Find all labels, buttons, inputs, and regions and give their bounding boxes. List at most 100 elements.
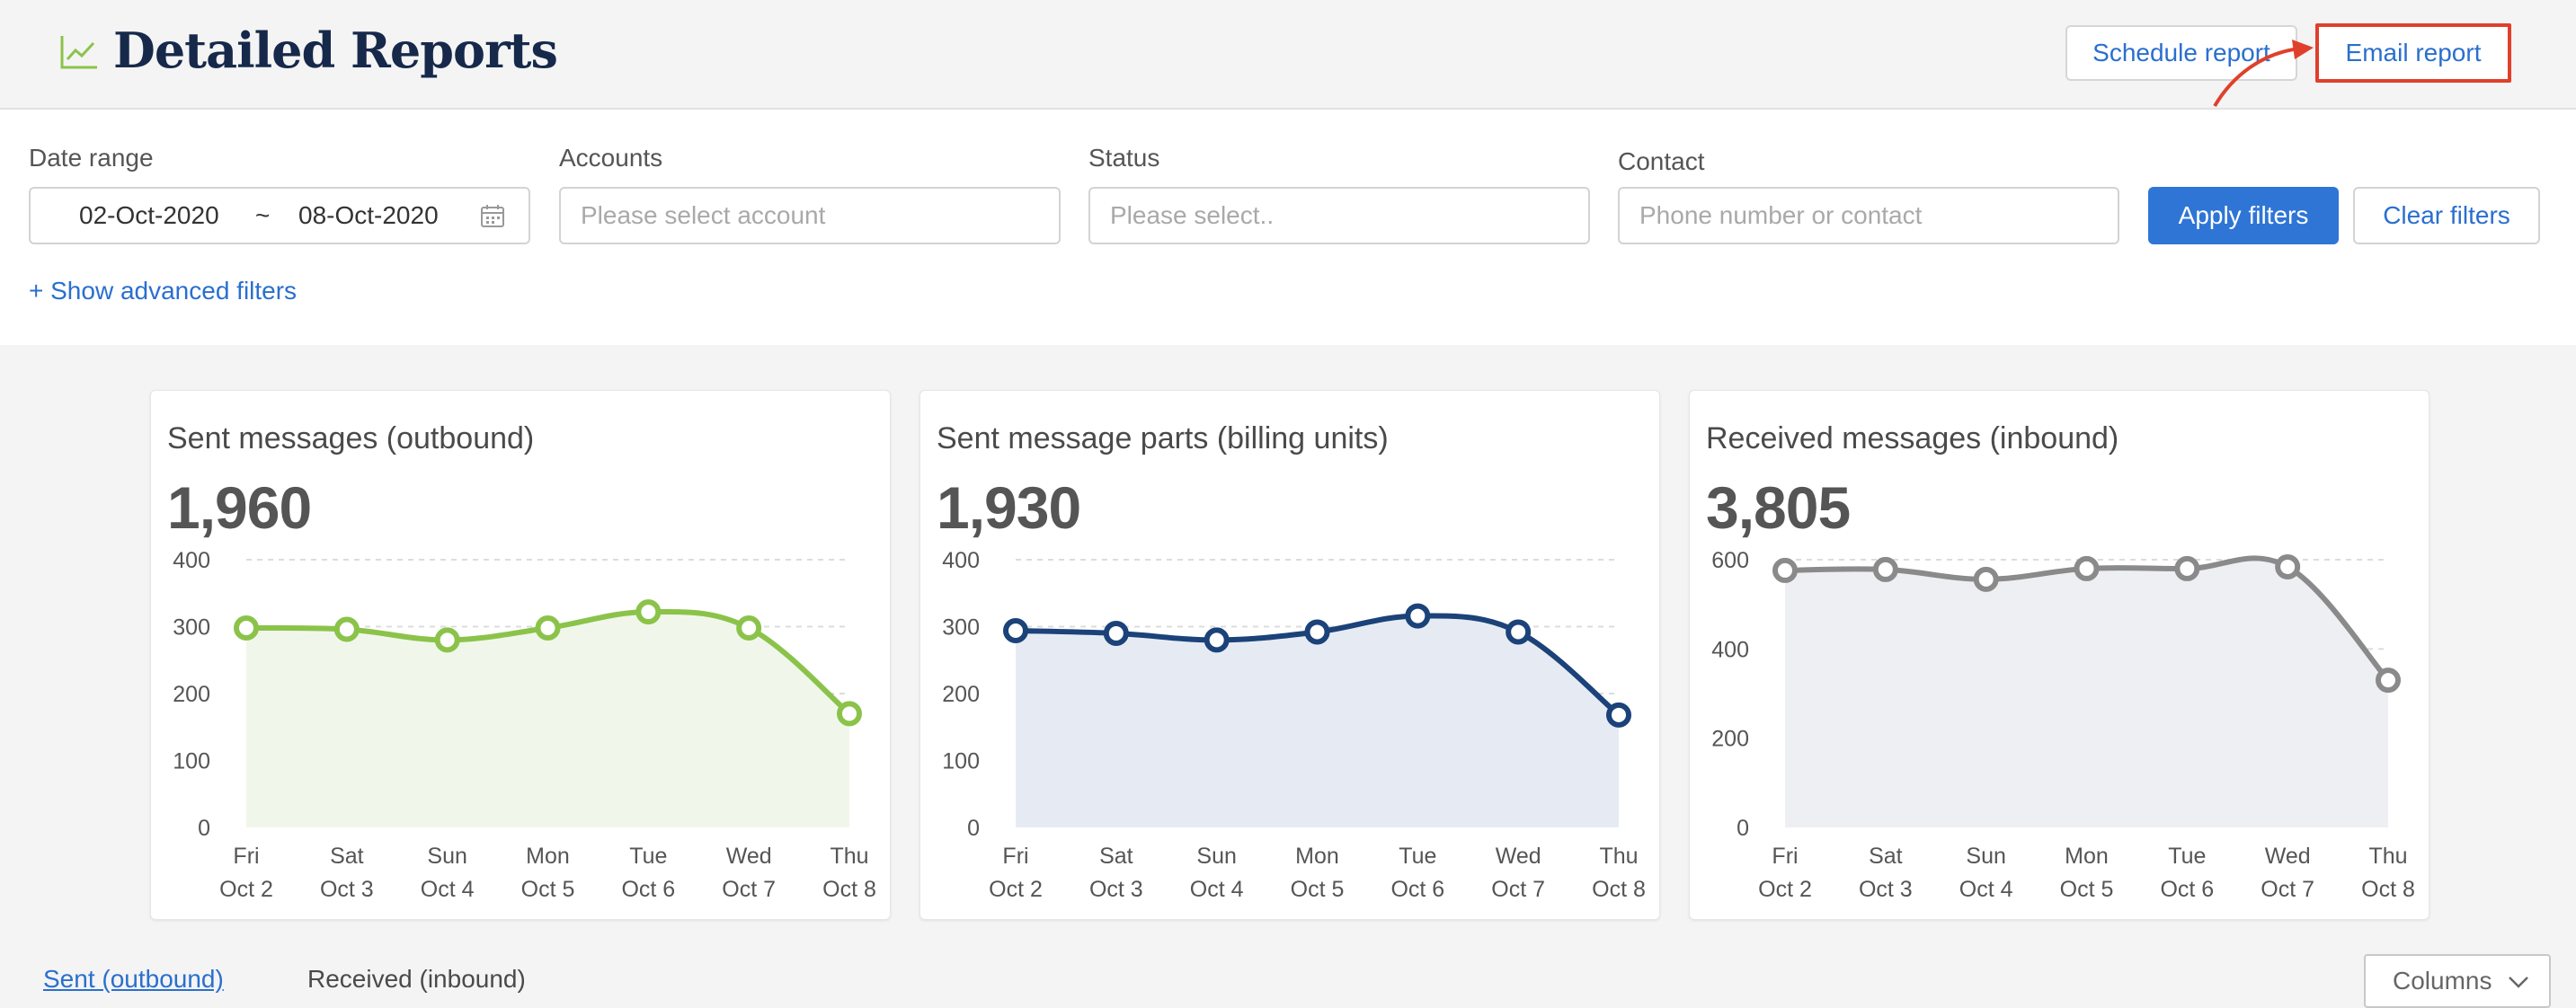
- x-tick-label: Oct 4: [1959, 877, 2013, 902]
- data-point[interactable]: [2174, 555, 2200, 581]
- x-tick-label: Fri: [1772, 844, 1798, 869]
- x-tick-label: Oct 7: [2261, 877, 2314, 902]
- tab-received-inbound[interactable]: Received (inbound): [307, 965, 526, 993]
- show-advanced-filters-link[interactable]: + Show advanced filters: [29, 277, 298, 305]
- accounts-placeholder: Please select account: [581, 201, 826, 229]
- card-value: 1,930: [937, 474, 1081, 541]
- y-tick-label: 300: [173, 615, 210, 641]
- x-tick-label: Fri: [1002, 844, 1028, 869]
- x-tick-label: Oct 5: [2060, 877, 2114, 902]
- data-point[interactable]: [1973, 566, 1999, 592]
- data-point[interactable]: [1772, 557, 1798, 583]
- y-tick-label: 400: [1711, 637, 1749, 662]
- x-tick-label: Oct 3: [1089, 877, 1143, 902]
- date-to[interactable]: 08-Oct-2020: [298, 201, 439, 229]
- email-report-button[interactable]: Email report: [2315, 23, 2511, 83]
- filter-panel: Date range 02-Oct-2020 ~ 08-Oct-2020 Acc…: [0, 110, 2576, 345]
- page-title: Detailed Reports: [113, 22, 558, 79]
- x-tick-label: Oct 5: [521, 877, 575, 902]
- x-tick-label: Sun: [427, 844, 466, 869]
- x-tick-label: Sat: [1099, 844, 1133, 869]
- data-point[interactable]: [1103, 620, 1129, 646]
- report-card-parts: Sent message parts (billing units) 1,930…: [919, 390, 1660, 920]
- schedule-report-button[interactable]: Schedule report: [2065, 25, 2297, 81]
- tab-sent-outbound[interactable]: Sent (outbound): [43, 965, 224, 993]
- y-tick-label: 400: [942, 548, 980, 573]
- chevron-down-icon: [2509, 977, 2528, 988]
- page-header: Detailed Reports Schedule report Email r…: [0, 0, 2576, 110]
- data-point[interactable]: [1606, 702, 1631, 728]
- y-tick-label: 200: [1711, 727, 1749, 752]
- data-point[interactable]: [2376, 668, 2401, 694]
- date-range-label: Date range: [29, 144, 154, 172]
- card-value: 3,805: [1706, 474, 1851, 541]
- x-tick-label: Oct 2: [989, 877, 1043, 902]
- clear-filters-button[interactable]: Clear filters: [2353, 187, 2540, 244]
- x-tick-label: Sun: [1966, 844, 2005, 869]
- card-title: Received messages (inbound): [1706, 421, 2119, 455]
- card-title: Sent message parts (billing units): [937, 421, 1389, 455]
- y-tick-label: 100: [173, 749, 210, 774]
- data-point[interactable]: [333, 616, 360, 642]
- data-point[interactable]: [2074, 555, 2100, 581]
- accounts-select[interactable]: Please select account: [559, 187, 1061, 244]
- date-from[interactable]: 02-Oct-2020: [79, 201, 219, 229]
- y-tick-label: 200: [942, 682, 980, 707]
- x-tick-label: Mon: [1295, 844, 1339, 869]
- data-point[interactable]: [234, 615, 259, 641]
- message-parts-chart: 0 100 200 300 400 Fri Oct 2 Sat Oct 3 Sun Oct 4 Mon…: [942, 548, 1646, 902]
- y-tick-label: 0: [198, 816, 210, 841]
- x-tick-label: Mon: [526, 844, 570, 869]
- data-point[interactable]: [1304, 619, 1330, 645]
- columns-label: Columns: [2393, 967, 2492, 995]
- data-point[interactable]: [2275, 553, 2301, 579]
- status-select[interactable]: Please select..: [1088, 187, 1590, 244]
- x-tick-label: Thu: [1599, 844, 1638, 869]
- y-tick-label: 600: [1711, 548, 1749, 573]
- x-tick-label: Oct 8: [822, 877, 876, 902]
- x-tick-label: Oct 8: [1592, 877, 1646, 902]
- x-tick-label: Tue: [1399, 844, 1436, 869]
- data-point[interactable]: [535, 615, 561, 641]
- data-point[interactable]: [1003, 617, 1028, 643]
- received-messages-chart: 0 200 400 600 Fri Oct 2 Sat Oct 3 Sun Oct 4 Mon Oct…: [1711, 548, 2415, 902]
- x-tick-label: Oct 5: [1291, 877, 1345, 902]
- x-tick-label: Oct 3: [320, 877, 374, 902]
- series-area: [246, 612, 849, 827]
- apply-filters-button[interactable]: Apply filters: [2148, 187, 2339, 244]
- x-tick-label: Thu: [2368, 844, 2407, 869]
- x-tick-label: Tue: [629, 844, 667, 869]
- x-tick-label: Oct 6: [2160, 877, 2214, 902]
- calendar-icon[interactable]: [480, 203, 505, 228]
- accounts-label: Accounts: [559, 144, 663, 172]
- series-area: [1016, 615, 1619, 827]
- x-tick-label: Wed: [1496, 844, 1541, 869]
- data-point[interactable]: [1405, 603, 1431, 629]
- columns-button[interactable]: Columns: [2364, 954, 2551, 1008]
- data-point[interactable]: [1506, 619, 1532, 645]
- data-point[interactable]: [635, 599, 662, 625]
- data-point[interactable]: [1872, 556, 1898, 582]
- x-tick-label: Oct 4: [1190, 877, 1244, 902]
- status-label: Status: [1088, 144, 1160, 172]
- data-point[interactable]: [736, 615, 762, 641]
- x-tick-label: Oct 2: [219, 877, 273, 902]
- card-title: Sent messages (outbound): [167, 421, 535, 455]
- data-point[interactable]: [434, 627, 460, 653]
- y-tick-label: 300: [942, 615, 980, 641]
- line-chart-icon: [60, 36, 97, 69]
- contact-input[interactable]: Phone number or contact: [1618, 187, 2119, 244]
- data-point[interactable]: [837, 701, 862, 727]
- x-tick-label: Oct 2: [1758, 877, 1812, 902]
- date-separator: ~: [255, 201, 271, 229]
- y-tick-label: 0: [967, 816, 980, 841]
- x-tick-label: Oct 6: [1390, 877, 1444, 902]
- y-tick-label: 100: [942, 749, 980, 774]
- date-range-picker[interactable]: 02-Oct-2020 ~ 08-Oct-2020: [29, 187, 530, 244]
- data-point[interactable]: [1204, 627, 1230, 653]
- contact-placeholder: Phone number or contact: [1639, 201, 1923, 229]
- status-placeholder: Please select..: [1110, 201, 1275, 229]
- card-value: 1,960: [167, 474, 312, 541]
- sent-messages-chart: 0 100 200 300 400 Fri Oct 2 Sat Oct 3 Sun Oct 4 Mon…: [173, 548, 876, 902]
- x-tick-label: Sat: [1869, 844, 1903, 869]
